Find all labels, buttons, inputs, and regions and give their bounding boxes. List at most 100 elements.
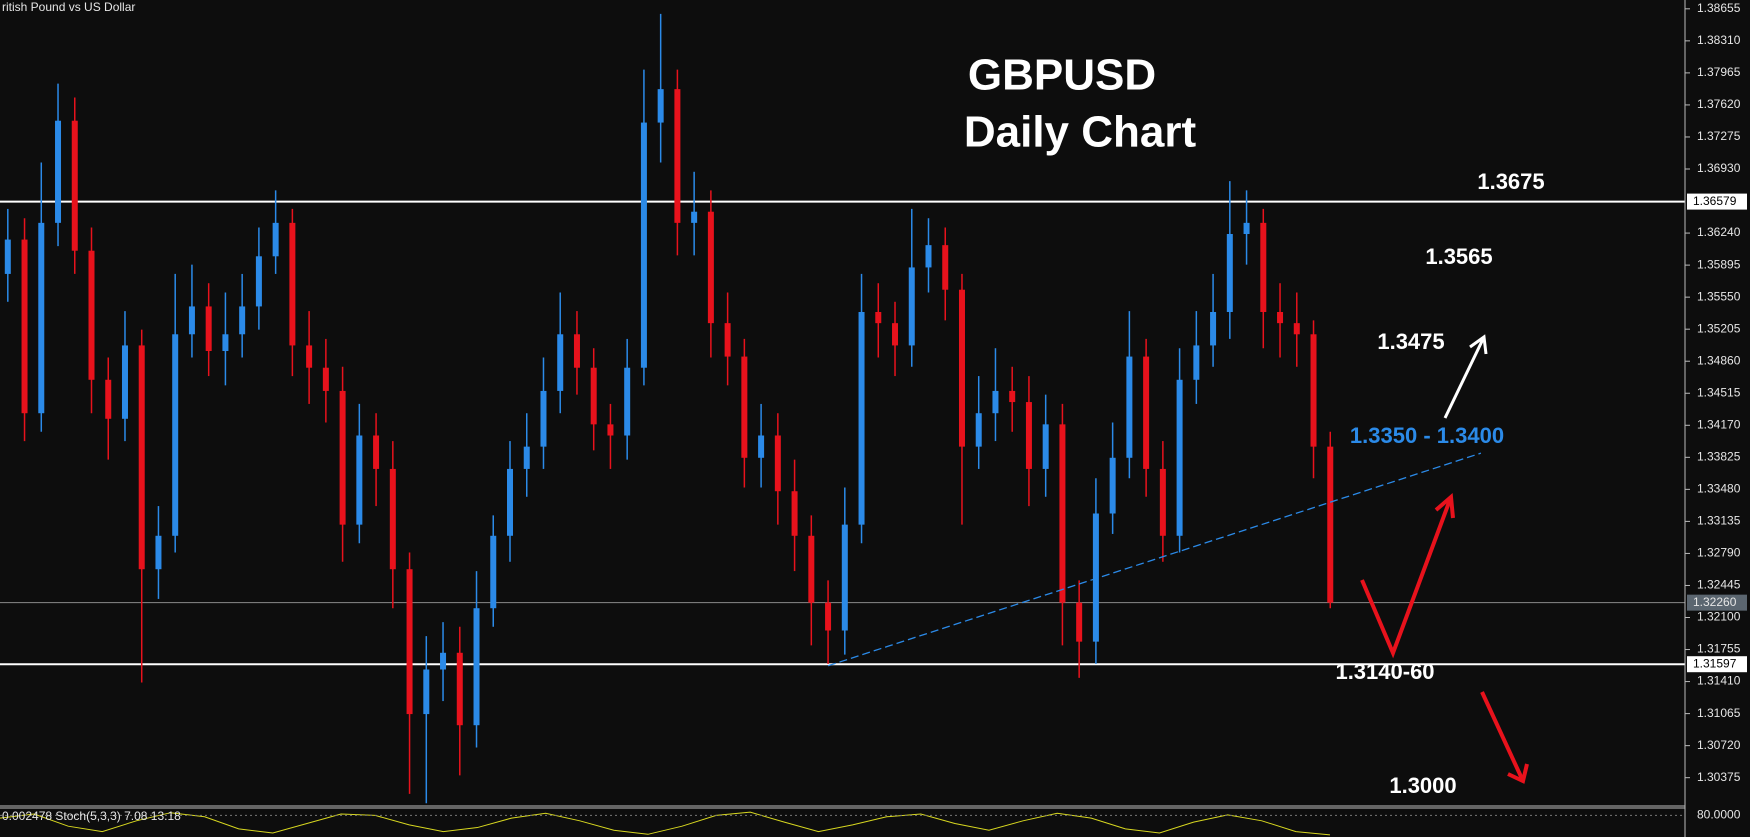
- candle-body: [406, 569, 413, 715]
- candle-body: [590, 367, 597, 425]
- price-label-box: [1687, 656, 1747, 673]
- candle-body: [1277, 312, 1284, 324]
- y-tick-label: 1.32790: [1697, 546, 1741, 560]
- symbol-label: ritish Pound vs US Dollar: [2, 0, 135, 14]
- level-annotation: 1.3350 - 1.3400: [1350, 423, 1504, 448]
- candle-body: [423, 669, 430, 715]
- candle-body: [1025, 402, 1032, 469]
- y-tick-label: 1.36930: [1697, 161, 1741, 175]
- candle-body: [138, 345, 145, 570]
- candle-body: [339, 390, 346, 525]
- candle-body: [573, 334, 580, 368]
- candle-body: [841, 524, 848, 631]
- y-tick-label: 1.31755: [1697, 642, 1741, 656]
- candle-body: [557, 334, 564, 391]
- candle-body: [858, 312, 865, 525]
- candle-body: [875, 312, 882, 324]
- candle-body: [255, 256, 262, 307]
- arrow-head: [1469, 334, 1488, 355]
- candle-body: [975, 413, 982, 447]
- candle-body: [322, 367, 329, 391]
- candle-body: [71, 120, 78, 251]
- candle-body: [4, 239, 11, 274]
- candle-body: [523, 446, 530, 469]
- candle-body: [1327, 446, 1334, 603]
- candle-body: [908, 267, 915, 346]
- candle-body: [624, 367, 631, 436]
- level-annotation: 1.3675: [1477, 169, 1544, 194]
- y-tick-label: 1.32100: [1697, 610, 1741, 624]
- candle-body: [1176, 379, 1183, 536]
- y-tick-label: 1.37620: [1697, 97, 1741, 111]
- candle-body: [55, 120, 62, 223]
- y-tick-label: 1.35550: [1697, 289, 1741, 303]
- candle-body: [222, 334, 229, 351]
- candle-body: [825, 602, 832, 631]
- candle-body: [942, 245, 949, 290]
- y-tick-label: 1.37965: [1697, 65, 1741, 79]
- y-tick-label: 1.33825: [1697, 449, 1741, 463]
- y-tick-label: 1.30720: [1697, 738, 1741, 752]
- candle-body: [741, 356, 748, 458]
- level-annotation: 1.3140-60: [1335, 659, 1434, 684]
- plot-area: [0, 13, 1685, 804]
- price-label: 1.32260: [1693, 595, 1737, 609]
- candle-body: [774, 435, 781, 492]
- candle-body: [808, 535, 815, 603]
- y-tick-label: 1.34170: [1697, 417, 1741, 431]
- candle-body: [992, 390, 999, 414]
- candle-body: [892, 323, 899, 346]
- candle-body: [172, 334, 179, 536]
- trendline: [827, 452, 1482, 667]
- y-tick-label: 1.36240: [1697, 225, 1741, 239]
- price-label-box: [1687, 594, 1747, 611]
- candle-body: [88, 250, 95, 380]
- y-tick-label: 1.35895: [1697, 257, 1741, 271]
- candle-body: [607, 424, 614, 436]
- arrow-head: [1507, 763, 1529, 784]
- candle-body: [473, 608, 480, 726]
- arrow-down-red: [1480, 691, 1525, 782]
- candle-body: [188, 306, 195, 335]
- y-tick-label: 1.30375: [1697, 770, 1741, 784]
- candle-body: [1226, 234, 1233, 312]
- candle-body: [389, 468, 396, 570]
- candle-body: [272, 222, 279, 257]
- candle-body: [1143, 356, 1150, 469]
- y-tick-label: 1.33480: [1697, 482, 1741, 496]
- candle-body: [289, 222, 296, 346]
- arrow-head: [1434, 492, 1455, 519]
- candle-body: [1059, 424, 1066, 603]
- candle-body: [105, 379, 112, 419]
- candle-body: [306, 345, 313, 368]
- candle-body: [1243, 222, 1250, 234]
- y-tick-label: 1.34860: [1697, 353, 1741, 367]
- arrow-v-red: [1360, 496, 1453, 659]
- y-tick-label: 1.31065: [1697, 706, 1741, 720]
- candle-body: [121, 345, 128, 419]
- y-tick-label: 1.31410: [1697, 674, 1741, 688]
- chart-title: GBPUSD: [968, 51, 1156, 100]
- candle-body: [640, 122, 647, 368]
- y-tick-label: 1.37275: [1697, 129, 1741, 143]
- candle-body: [205, 306, 212, 351]
- candle-body: [657, 89, 664, 123]
- y-tick-label: 1.35205: [1697, 321, 1741, 335]
- price-label: 1.31597: [1693, 656, 1737, 670]
- arrow-up-white: [1443, 336, 1486, 419]
- level-annotation: 1.3475: [1377, 329, 1444, 354]
- y-tick-label: 1.38310: [1697, 33, 1741, 47]
- price-label: 1.36579: [1693, 194, 1737, 208]
- candle-body: [1009, 390, 1016, 403]
- candle-body: [1042, 424, 1049, 469]
- candle-body: [239, 306, 246, 335]
- candle-body: [1076, 602, 1083, 642]
- candle-body: [21, 239, 28, 414]
- candle-body: [373, 435, 380, 469]
- candle-body: [1092, 513, 1099, 642]
- candle-body: [958, 289, 965, 447]
- y-tick-label: 1.38655: [1697, 1, 1741, 15]
